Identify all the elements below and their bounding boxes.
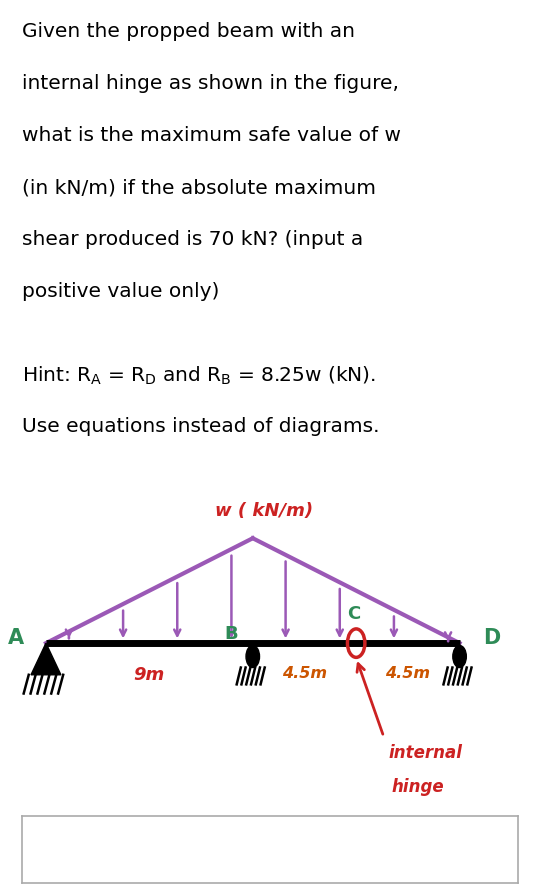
Text: 9m: 9m <box>134 665 165 683</box>
Text: (in kN/m) if the absolute maximum: (in kN/m) if the absolute maximum <box>22 178 376 197</box>
Text: 4.5m: 4.5m <box>386 665 430 681</box>
Text: Use equations instead of diagrams.: Use equations instead of diagrams. <box>22 417 380 435</box>
Text: 4.5m: 4.5m <box>282 665 327 681</box>
Polygon shape <box>31 643 61 674</box>
Text: C: C <box>347 605 361 623</box>
Text: positive value only): positive value only) <box>22 283 219 301</box>
Text: internal: internal <box>388 744 462 763</box>
Circle shape <box>453 646 467 667</box>
Text: A: A <box>8 627 24 648</box>
Text: w ( kN/m): w ( kN/m) <box>215 501 313 519</box>
Text: what is the maximum safe value of w: what is the maximum safe value of w <box>22 126 401 145</box>
Circle shape <box>246 646 260 667</box>
Text: B: B <box>224 624 238 643</box>
Text: hinge: hinge <box>392 778 444 796</box>
Text: shear produced is 70 kN? (input a: shear produced is 70 kN? (input a <box>22 230 363 250</box>
Text: Hint: $\mathregular{R_A}$ = $\mathregular{R_D}$ and $\mathregular{R_B}$ = 8.25w : Hint: $\mathregular{R_A}$ = $\mathregula… <box>22 365 376 387</box>
Text: Given the propped beam with an: Given the propped beam with an <box>22 22 355 41</box>
Text: internal hinge as shown in the figure,: internal hinge as shown in the figure, <box>22 74 399 93</box>
Text: D: D <box>483 627 501 648</box>
